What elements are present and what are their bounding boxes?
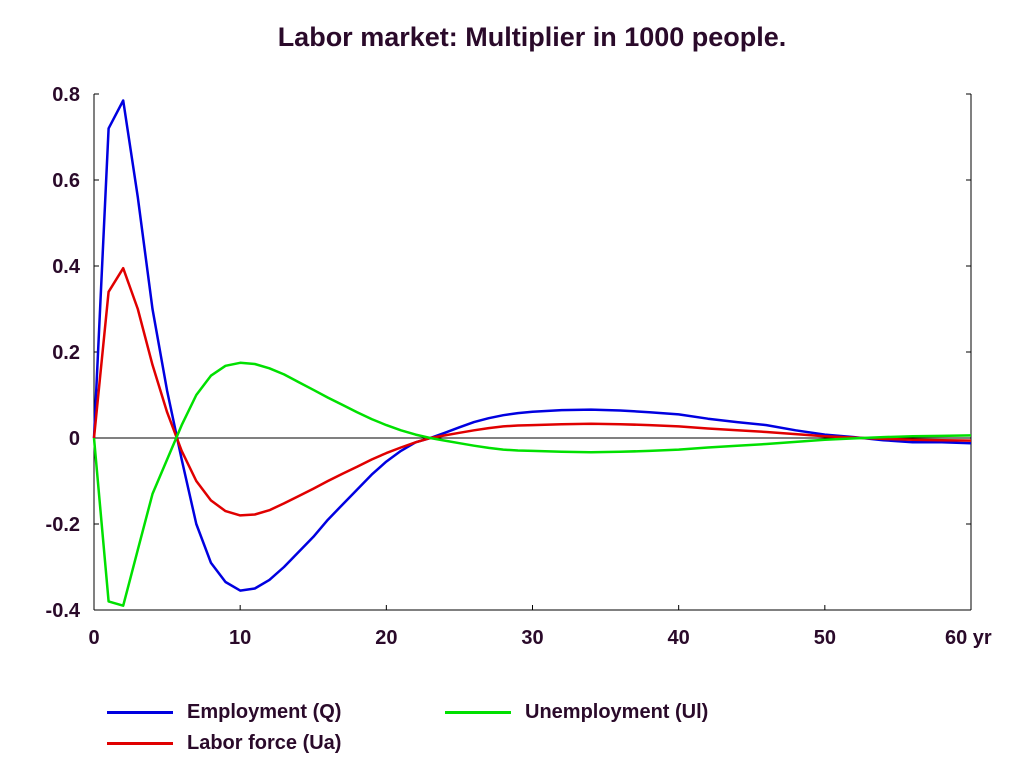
legend-label-employment: Employment (Q) <box>187 701 342 723</box>
x-tick-label: 30 <box>521 627 543 649</box>
legend-label-unemployment: Unemployment (Ul) <box>525 701 709 723</box>
series-line-labor-force-ua <box>92 266 972 517</box>
axis-tick-labels: -0.4 -0.2 0 0.2 0.4 0.6 0.8 0 10 20 30 40 50 60 yr <box>46 84 992 649</box>
chart-title: Labor market: Multiplier in 1000 people. <box>277 22 787 52</box>
legend-swatch-employment <box>107 711 173 714</box>
x-tick-label: 50 <box>814 627 836 649</box>
x-tick-label: 0 <box>88 627 99 649</box>
y-tick-label: -0.2 <box>46 514 80 536</box>
y-tick-label: 0.4 <box>52 256 81 278</box>
axes-frame <box>93 94 972 611</box>
x-tick-label: 60 yr <box>945 627 992 649</box>
axis-ticks <box>93 93 972 611</box>
y-tick-label: 0 <box>69 428 80 450</box>
x-tick-label: 40 <box>668 627 690 649</box>
x-tick-label: 10 <box>229 627 251 649</box>
series-line-employment-q <box>92 99 972 592</box>
y-tick-label: 0.2 <box>52 342 80 364</box>
y-tick-label: -0.4 <box>46 600 81 622</box>
series-line-unemployment-ul <box>92 361 972 607</box>
legend-label-labor-force: Labor force (Ua) <box>187 732 342 754</box>
series-lines <box>92 99 972 607</box>
y-tick-label: 0.6 <box>52 170 80 192</box>
legend-swatch-labor-force <box>107 742 173 745</box>
x-tick-label: 20 <box>375 627 397 649</box>
y-tick-label: 0.8 <box>52 84 80 106</box>
legend-swatch-unemployment <box>445 711 511 714</box>
